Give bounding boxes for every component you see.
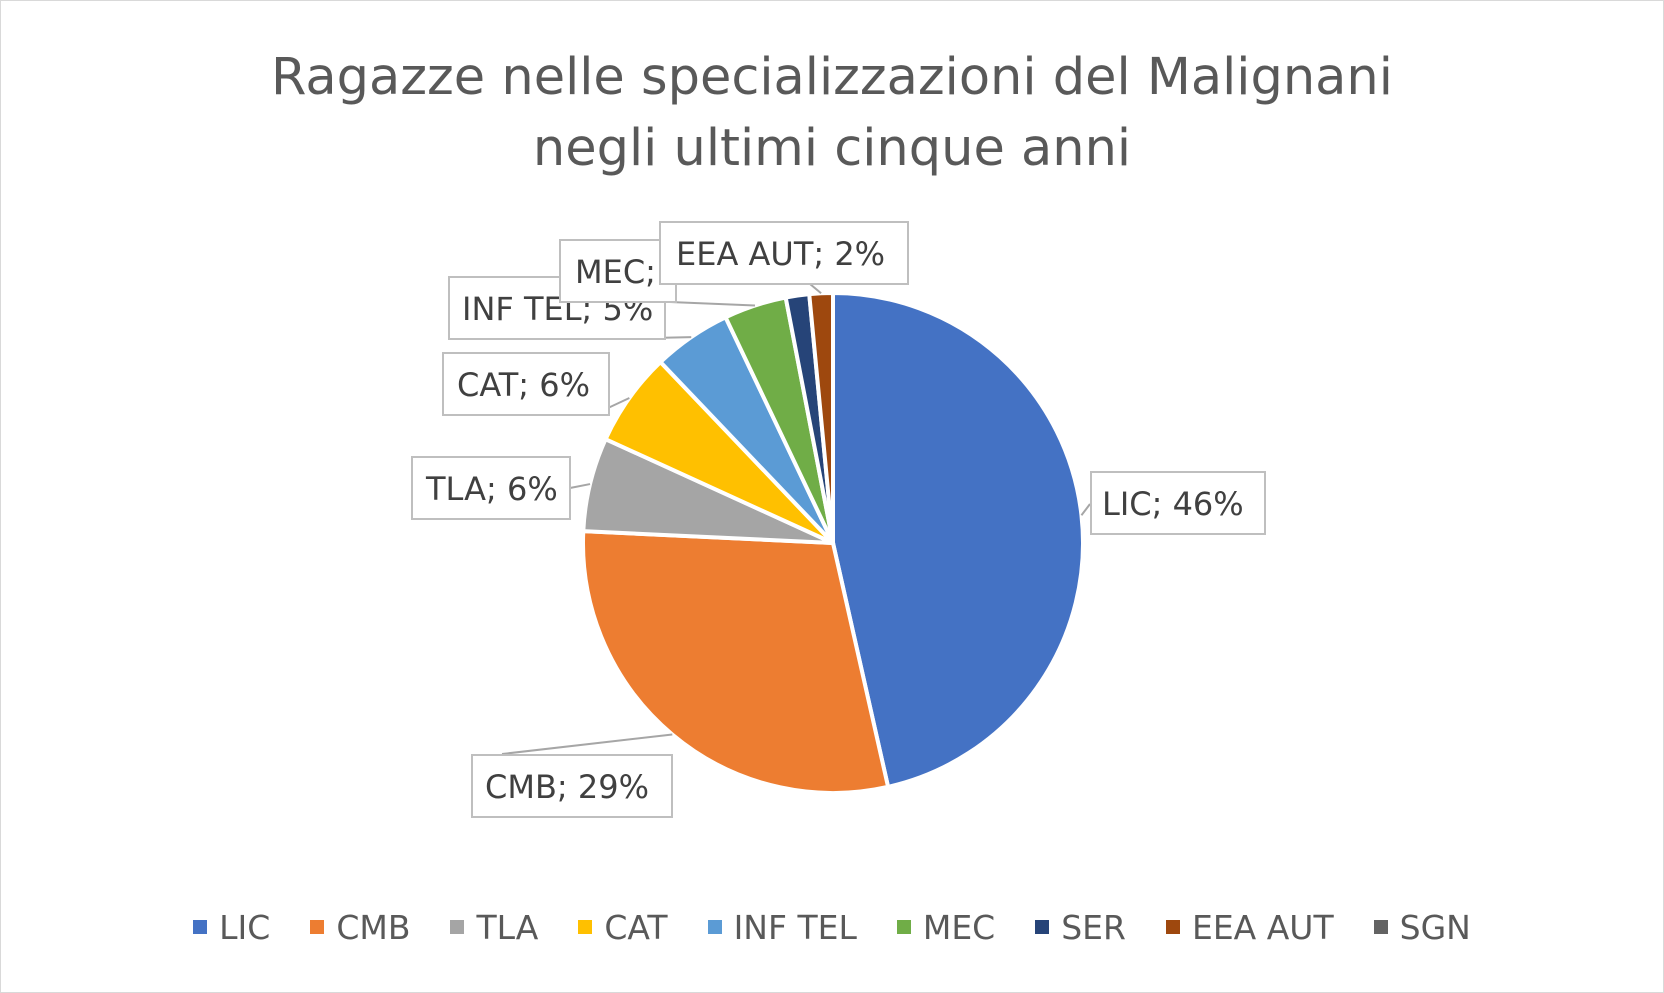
data-label-box-cat (442, 352, 610, 416)
data-label-box-mec (559, 239, 677, 303)
legend-swatch-lic (193, 920, 208, 934)
data-label-cmb: CMB; 29% (485, 768, 649, 806)
data-label-box-lic (1090, 471, 1266, 535)
legend-label-eea-aut: EEA AUT (1191, 907, 1334, 947)
legend-label-cmb: CMB (336, 907, 411, 947)
leader-line-lic (1080, 503, 1091, 516)
legend-swatch-cat (578, 920, 593, 934)
data-label-tla: TLA; 6% (425, 470, 558, 508)
pie-slice-eea-aut (807, 291, 835, 545)
legend-label-lic: LIC (219, 907, 271, 947)
pie-slice-cmb (581, 529, 891, 795)
data-label-box-eea-aut (659, 221, 909, 285)
leader-line-tla (569, 483, 591, 489)
legend-label-inf-tel: INF TEL (733, 907, 857, 947)
legend-label-sgn: SGN (1399, 907, 1471, 947)
leader-line-mec (669, 301, 756, 307)
pie-slice-lic (831, 291, 1085, 789)
legend-swatch-sgn (1373, 920, 1388, 934)
legend-item-cmb: CMB (310, 908, 410, 947)
legend-label-ser: SER (1061, 907, 1126, 947)
legend-item-sgn: SGN (1373, 907, 1471, 947)
leader-line-cmb (501, 733, 673, 755)
data-label-lic: LIC; 46% (1102, 485, 1244, 523)
chart-title-line-1: Ragazze nelle specializzazioni del Malig… (271, 48, 1393, 107)
data-label-box-cmb (471, 754, 673, 818)
legend-swatch-inf-tel (707, 920, 722, 934)
legend: LIC CMB TLA CAT INF TEL MEC SER EEA AUT SGN (0, 902, 1664, 952)
data-label-box-tla (411, 456, 571, 520)
legend-item-eea-aut: EEA AUT (1165, 907, 1334, 947)
legend-swatch-eea-aut (1165, 920, 1180, 934)
legend-item-ser: SER (1035, 908, 1126, 947)
legend-swatch-tla (450, 920, 465, 934)
legend-item-tla: TLA (450, 908, 538, 947)
legend-label-mec: MEC (922, 907, 996, 947)
legend-item-lic: LIC (193, 908, 270, 947)
data-label-eea-aut: EEA AUT; 2% (676, 235, 885, 273)
data-label-mec: MEC; (575, 253, 656, 291)
data-label-cat: CAT; 6% (457, 366, 590, 404)
legend-label-cat: CAT (604, 907, 668, 947)
legend-item-mec: MEC (896, 907, 996, 947)
legend-swatch-ser (1035, 920, 1050, 934)
legend-label-tla: TLA (476, 907, 539, 947)
legend-item-inf-tel: INF TEL (707, 907, 857, 947)
legend-swatch-mec (896, 920, 911, 934)
legend-swatch-cmb (310, 920, 325, 934)
leader-line-eea-aut (809, 283, 822, 295)
legend-item-cat: CAT (578, 907, 668, 947)
chart-title-line-2: negli ultimi cinque anni (532, 119, 1132, 178)
chart-title: Ragazze nelle specializzazioni del Malig… (0, 42, 1664, 184)
